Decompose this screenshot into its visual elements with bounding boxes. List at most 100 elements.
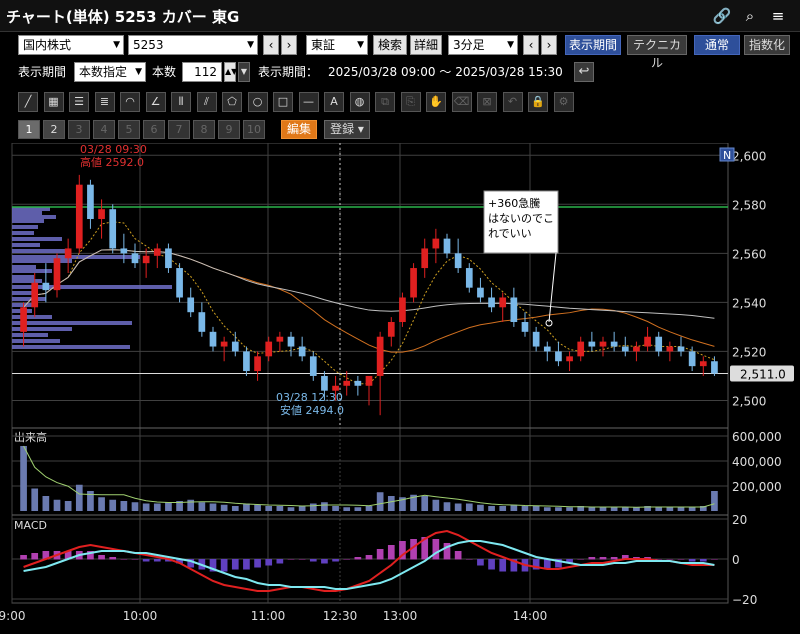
title-bar: チャート(単体) 5253 カバー 東G 🔗 ⌕ ≡ [0,0,800,32]
page-tab-4[interactable]: 4 [93,120,115,139]
undo-icon[interactable]: ↶ [502,92,523,112]
rect-tool-icon[interactable]: □ [273,92,293,112]
candle-body [198,312,206,332]
page-tab-10[interactable]: 10 [243,120,265,139]
volume-bar [666,507,674,511]
candle-body [711,361,718,374]
volume-label: 出来高 [14,430,47,444]
volume-profile-bar [12,265,36,269]
volume-bar [287,507,295,511]
volume-bar [187,499,195,511]
period-display-button[interactable]: 表示期間 [565,35,621,55]
exchange-select[interactable]: 東証 ▼ [306,35,368,55]
search-icon[interactable]: ⌕ [745,7,755,25]
volume-profile-bar [12,285,172,289]
search-button[interactable]: 検索 [373,35,407,55]
prev-interval-button[interactable]: ‹ [523,35,539,55]
register-button[interactable]: 登録 ▾ [324,120,370,139]
line-tool-icon[interactable]: ╱ [18,92,38,112]
candle-body [410,268,417,298]
range-label: 表示期間： [258,65,319,79]
index-button[interactable]: 指数化 [744,35,790,55]
pentagon-tool-icon[interactable]: ⬠ [222,92,242,112]
lock-icon[interactable]: 🔒 [528,92,548,112]
arc-tool-icon[interactable]: ◠ [120,92,140,112]
count-input[interactable]: 112 [182,62,222,82]
current-price-tag [730,365,794,382]
normal-button[interactable]: 通常 [694,35,740,55]
next-code-button[interactable]: › [281,35,297,55]
candle-body [321,375,328,391]
hand-tool-icon[interactable]: ✋ [426,92,446,112]
volume-bar [610,507,618,511]
volume-bar [644,506,651,511]
macd-histogram-bar [588,557,596,560]
count-label: 本数 [152,65,177,79]
candle-body [176,268,183,298]
candle-body [309,356,317,376]
count-stepper[interactable]: ▲▼ [224,62,237,82]
icon-tool-icon[interactable]: ◍ [349,92,370,112]
candle-body [254,356,261,372]
page-tab-7[interactable]: 7 [168,120,190,139]
menu-icon[interactable]: ≡ [771,7,785,25]
page-tab-8[interactable]: 8 [193,120,215,139]
angle-tool-icon[interactable]: ⫽ [196,92,217,112]
macd-histogram-bar [309,559,317,562]
volume-bar [220,504,228,511]
candle-body [42,282,50,291]
reset-icon[interactable]: ↩ [574,62,594,82]
next-interval-button[interactable]: › [541,35,557,55]
edit-button[interactable]: 編集 [281,120,317,139]
period-label: 表示期間 [18,65,67,79]
prev-code-button[interactable]: ‹ [263,35,279,55]
volume-bar [298,506,306,511]
volume-bar [677,507,685,511]
interval-select[interactable]: 3分足 ▼ [448,35,518,55]
macd-histogram-bar [64,551,72,560]
circle-tool-icon[interactable]: ○ [247,92,268,112]
eraser-all-icon[interactable]: ⊠ [477,92,497,112]
macd-histogram-bar [532,559,540,570]
period-mode-select[interactable]: 本数指定 ▼ [74,62,146,82]
page-tab-6[interactable]: 6 [143,120,165,139]
settings-icon[interactable]: ⚙ [553,92,574,112]
candle-body [343,380,351,386]
code-input[interactable]: 5253 ▼ [128,35,258,55]
page-tab-9[interactable]: 9 [218,120,240,139]
macd-histogram-bar [332,559,339,562]
candle-body [465,268,473,288]
volume-profile-bar [12,259,72,263]
candle-body [443,238,451,254]
volume-bar [254,504,261,511]
candle-body [332,385,339,391]
fan-tool-icon[interactable]: ∠ [145,92,166,112]
link-icon[interactable]: 🔗 [712,7,732,25]
chart-area[interactable]: 2,600 2,580 2,560 2,540 2,520 2,500 9:00 10:00 1… [0,143,800,634]
page-tab-5[interactable]: 5 [118,120,140,139]
page-tab-1[interactable]: 1 [18,120,40,139]
text-tool-icon[interactable]: A [324,92,344,112]
page-tab-2[interactable]: 2 [43,120,65,139]
market-select[interactable]: 国内株式 ▼ [18,35,124,55]
candle-body [677,346,685,352]
ruler-tool-icon[interactable]: ▦ [43,92,64,112]
macd-histogram-bar [621,555,629,560]
detail-button[interactable]: 詳細 [410,35,442,55]
paste-tool-icon[interactable]: ⎘ [400,92,421,112]
technical-button[interactable]: テクニカル [627,35,687,70]
eraser-tool-icon[interactable]: ⌫ [451,92,472,112]
candle-body [577,341,585,357]
volume-bar [599,507,607,511]
fib-tool-icon[interactable]: ≣ [94,92,115,112]
hline-tool-icon[interactable]: — [298,92,319,112]
copy-tool-icon[interactable]: ⧉ [375,92,395,112]
hlines-tool-icon[interactable]: ☰ [69,92,89,112]
vlines-tool-icon[interactable]: ⦀ [171,92,191,112]
macd-histogram-bar [421,537,429,560]
count-dropdown[interactable]: ▼ [238,62,250,82]
volume-bar [477,504,484,511]
page-tab-3[interactable]: 3 [68,120,90,139]
candle-body [510,297,518,323]
macd-histogram-bar [365,555,373,560]
